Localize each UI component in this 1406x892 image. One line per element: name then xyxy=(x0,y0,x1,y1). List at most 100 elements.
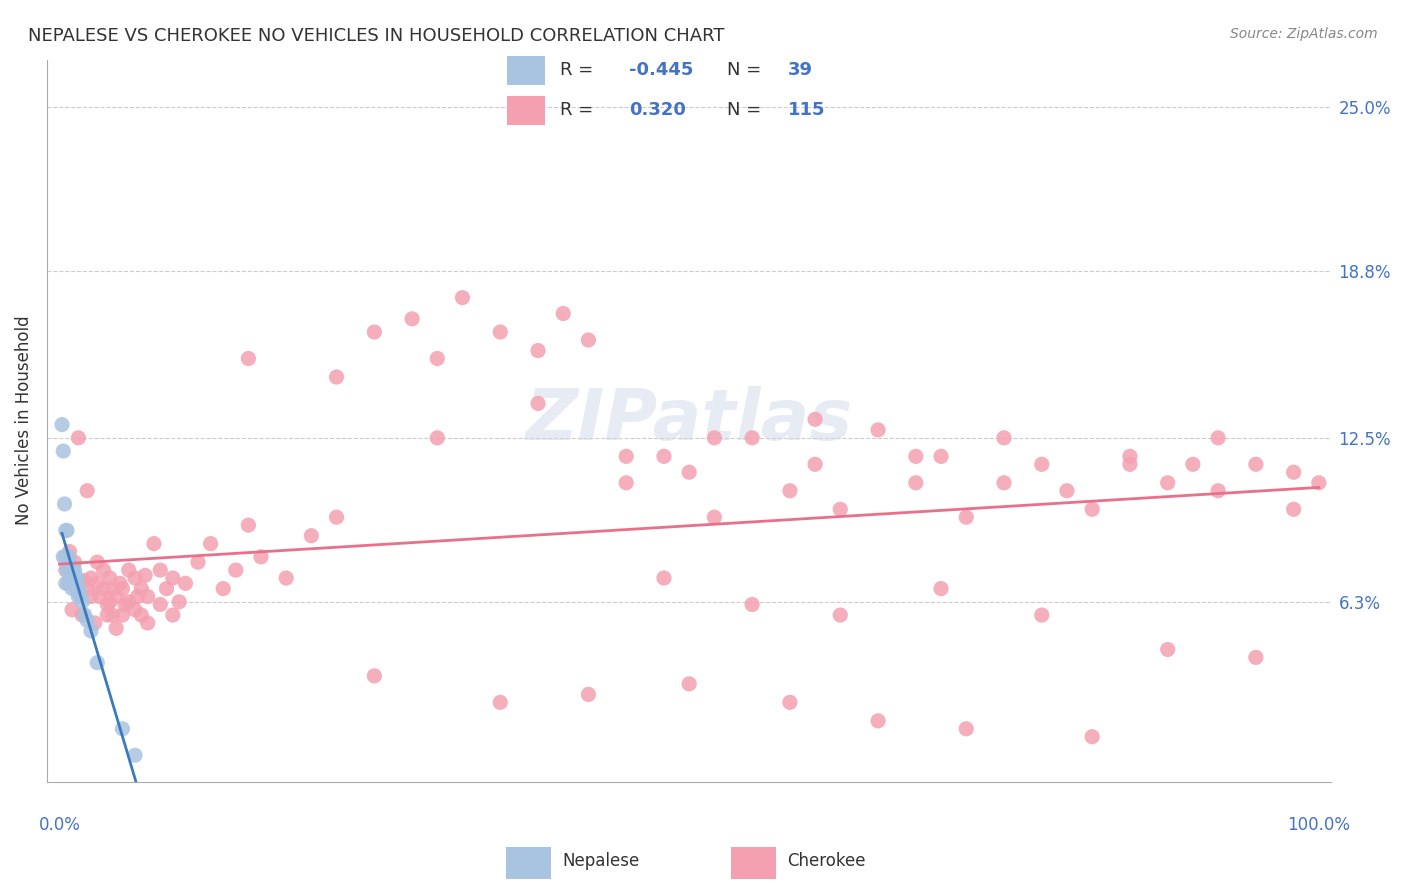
FancyBboxPatch shape xyxy=(506,847,551,879)
Point xyxy=(124,748,146,763)
Point xyxy=(70,608,93,623)
Point xyxy=(1308,475,1330,490)
Point xyxy=(426,351,449,366)
Point xyxy=(80,571,103,585)
Point xyxy=(105,590,128,604)
Point xyxy=(578,333,600,347)
Point xyxy=(114,598,136,612)
Point xyxy=(830,502,852,516)
Point xyxy=(118,563,141,577)
Point xyxy=(83,615,105,630)
Point xyxy=(929,450,952,464)
Point xyxy=(66,571,89,585)
Point xyxy=(830,608,852,623)
Text: Source: ZipAtlas.com: Source: ZipAtlas.com xyxy=(1230,27,1378,41)
Point xyxy=(741,431,763,445)
Point xyxy=(118,595,141,609)
FancyBboxPatch shape xyxy=(508,56,546,85)
Point xyxy=(652,571,675,585)
Point xyxy=(55,563,77,577)
Point xyxy=(98,571,121,585)
Point xyxy=(929,582,952,596)
Point xyxy=(553,306,575,320)
Text: NEPALESE VS CHEROKEE NO VEHICLES IN HOUSEHOLD CORRELATION CHART: NEPALESE VS CHEROKEE NO VEHICLES IN HOUS… xyxy=(28,27,724,45)
Point xyxy=(363,669,385,683)
Point xyxy=(60,574,83,588)
Point xyxy=(149,598,172,612)
Point xyxy=(703,431,725,445)
Point xyxy=(59,576,82,591)
Point xyxy=(111,722,134,736)
Point xyxy=(60,568,83,582)
Point xyxy=(238,518,260,533)
Point xyxy=(1081,730,1104,744)
Point xyxy=(1031,458,1053,472)
Point xyxy=(67,582,90,596)
Point xyxy=(58,576,80,591)
Point xyxy=(678,465,700,479)
Point xyxy=(86,656,108,670)
Point xyxy=(1031,608,1053,623)
Point xyxy=(904,450,927,464)
Point xyxy=(62,566,84,580)
Point xyxy=(1206,483,1229,498)
Point xyxy=(451,291,474,305)
Point xyxy=(904,475,927,490)
Point xyxy=(804,458,827,472)
Point xyxy=(779,695,801,709)
Point xyxy=(62,571,84,585)
Point xyxy=(167,595,190,609)
Point xyxy=(55,576,77,591)
Point xyxy=(96,598,118,612)
Point xyxy=(65,574,87,588)
Point xyxy=(58,549,80,564)
Point xyxy=(67,431,90,445)
Point xyxy=(111,608,134,623)
Point xyxy=(703,510,725,524)
Point xyxy=(52,444,75,458)
Point xyxy=(136,615,159,630)
Point xyxy=(325,370,347,384)
Text: 39: 39 xyxy=(789,61,813,78)
Point xyxy=(111,582,134,596)
Point xyxy=(60,582,83,596)
Point xyxy=(63,555,86,569)
Point xyxy=(578,687,600,701)
FancyBboxPatch shape xyxy=(731,847,776,879)
Text: R =: R = xyxy=(561,61,599,78)
Point xyxy=(59,563,82,577)
Text: Nepalese: Nepalese xyxy=(562,852,640,870)
Point xyxy=(678,677,700,691)
Point xyxy=(614,450,637,464)
Point xyxy=(174,576,197,591)
Point xyxy=(53,497,76,511)
Point xyxy=(67,590,90,604)
Text: 100.0%: 100.0% xyxy=(1288,816,1350,834)
Text: ZIPatlas: ZIPatlas xyxy=(526,386,853,455)
Point xyxy=(56,549,79,564)
Point xyxy=(993,475,1015,490)
Text: 0.0%: 0.0% xyxy=(38,816,80,834)
Point xyxy=(93,563,115,577)
Point xyxy=(101,582,124,596)
Point xyxy=(489,695,512,709)
Point xyxy=(136,590,159,604)
Point xyxy=(1056,483,1078,498)
Point xyxy=(162,608,184,623)
Point xyxy=(134,568,156,582)
Point xyxy=(60,603,83,617)
Point xyxy=(250,549,273,564)
Point xyxy=(51,417,73,432)
Point xyxy=(1157,642,1180,657)
Point xyxy=(58,566,80,580)
Point xyxy=(1181,458,1204,472)
Point xyxy=(124,603,146,617)
Point xyxy=(225,563,247,577)
Text: R =: R = xyxy=(561,101,599,119)
Point xyxy=(76,483,98,498)
Point xyxy=(149,563,172,577)
Point xyxy=(187,555,209,569)
Point xyxy=(779,483,801,498)
Point xyxy=(58,544,80,558)
Point xyxy=(60,560,83,574)
